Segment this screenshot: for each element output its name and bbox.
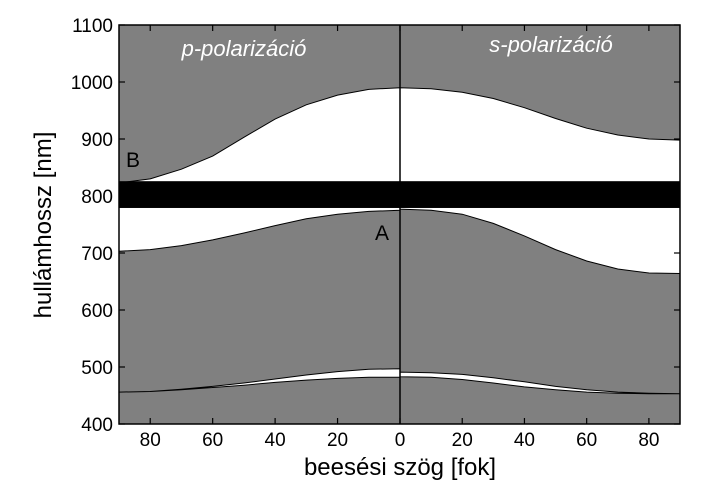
x-axis-label: beesési szög [fok] — [304, 454, 496, 481]
x-tick-label: 80 — [140, 430, 161, 451]
x-tick-label: 60 — [202, 430, 223, 451]
p-polarization-lower-band — [118, 368, 401, 393]
y-axis-label: hullámhossz [nm] — [30, 132, 57, 319]
y-tick-label: 1000 — [71, 73, 113, 94]
x-tick-label: 60 — [576, 430, 597, 451]
panel-label-s: s-polarizáció — [489, 32, 613, 57]
annotation-a: A — [375, 222, 389, 245]
y-axis-ticks: 400 500 600 700 800 900 1000 1100 — [71, 16, 680, 436]
annotation-b: B — [126, 149, 140, 172]
y-tick-label: 900 — [81, 130, 113, 151]
x-axis-ticks: 80 60 40 20 0 20 40 60 80 — [140, 25, 659, 451]
y-tick-label: 600 — [81, 301, 113, 322]
panel-label-p: p-polarizáció — [181, 36, 307, 61]
s-polarization-lower-band — [399, 371, 681, 395]
y-tick-label: 700 — [81, 244, 113, 265]
x-tick-label: 40 — [265, 430, 286, 451]
y-tick-label: 400 — [81, 415, 113, 436]
y-tick-label: 800 — [81, 187, 113, 208]
x-tick-label: 20 — [452, 430, 473, 451]
x-tick-label: 80 — [638, 430, 659, 451]
y-tick-label: 500 — [81, 358, 113, 379]
x-tick-label: 20 — [327, 430, 348, 451]
y-tick-label: 1100 — [72, 16, 113, 37]
x-tick-label: 0 — [395, 430, 406, 451]
x-tick-label: 40 — [514, 430, 535, 451]
allowed-bands — [118, 87, 681, 395]
